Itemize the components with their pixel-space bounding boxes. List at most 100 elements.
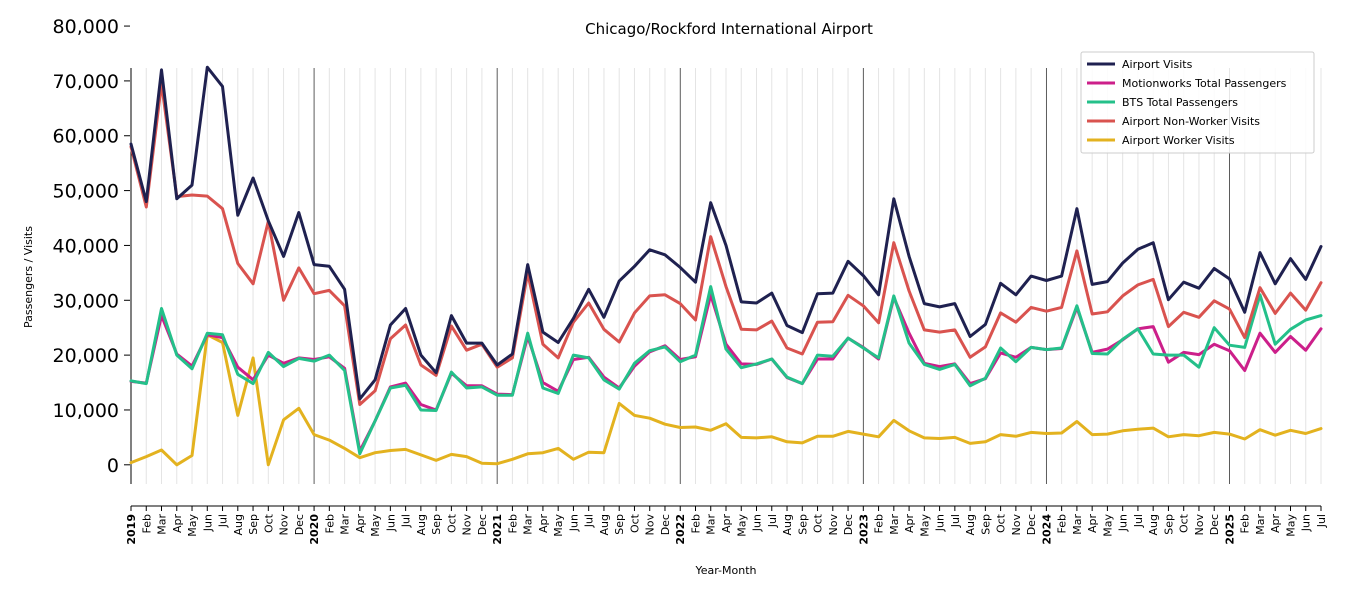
x-tick-label: Feb xyxy=(689,514,702,533)
x-tick-label-year: 2023 xyxy=(857,514,870,545)
x-tick-label: Oct xyxy=(445,513,458,533)
x-tick-label: Apr xyxy=(354,514,367,534)
legend-label-non-worker: Airport Non-Worker Visits xyxy=(1122,115,1260,128)
legend: Airport Visits Motionworks Total Passeng… xyxy=(1080,51,1315,154)
series-line-bts-total-passengers xyxy=(129,285,1323,456)
x-tick-label: Jul xyxy=(583,514,596,528)
x-tick-label-year: 2024 xyxy=(1040,514,1053,545)
y-tick-label: 10,000 xyxy=(53,400,119,422)
x-tick-label: Dec xyxy=(842,514,855,535)
x-tick-label: Dec xyxy=(293,514,306,535)
x-tick-label: Aug xyxy=(781,514,794,535)
x-tick-label-year: 2021 xyxy=(491,514,504,545)
x-tick-label: Apr xyxy=(537,514,550,534)
x-tick-label: Oct xyxy=(628,513,641,533)
x-tick-label: Jul xyxy=(949,514,962,528)
x-tick-label: Feb xyxy=(506,514,519,533)
y-tick-label: 40,000 xyxy=(53,235,119,257)
x-tick-label: Mar xyxy=(522,514,535,535)
x-tick-label: Mar xyxy=(888,514,901,535)
x-tick-label: May xyxy=(918,514,931,537)
x-tick-label: Jun xyxy=(384,514,397,532)
x-tick-label: Oct xyxy=(262,513,275,533)
y-tick-label: 0 xyxy=(107,455,119,477)
x-tick-label: Feb xyxy=(140,514,153,533)
legend-label-worker: Airport Worker Visits xyxy=(1122,134,1235,147)
x-tick-label: Apr xyxy=(903,514,916,534)
x-tick-label: Aug xyxy=(415,514,428,535)
x-tick-label: Sep xyxy=(979,514,992,535)
x-tick-label: Jul xyxy=(766,514,779,528)
x-tick-label: Oct xyxy=(1178,513,1191,533)
x-tick-label: Jun xyxy=(751,514,764,532)
x-tick-label: Dec xyxy=(476,514,489,535)
x-tick-label: Nov xyxy=(461,514,474,536)
x-tick-label-year: 2022 xyxy=(674,514,687,545)
x-tick-label: Jun xyxy=(1300,514,1313,532)
x-tick-label: Jul xyxy=(400,514,413,528)
x-tick-label: Jul xyxy=(1132,514,1145,528)
x-tick-label: Nov xyxy=(278,514,291,536)
x-axis-label: Year-Month xyxy=(694,564,756,577)
x-tick-label: Dec xyxy=(1208,514,1221,535)
x-tick-label: Sep xyxy=(430,514,443,535)
x-tick-label-year: 2025 xyxy=(1223,514,1236,545)
legend-label-motionworks: Motionworks Total Passengers xyxy=(1122,77,1287,90)
x-tick-label: Feb xyxy=(1056,514,1069,533)
x-tick-label: Mar xyxy=(705,514,718,535)
x-tick-label: Oct xyxy=(812,513,825,533)
x-tick-label: Apr xyxy=(1269,514,1282,534)
y-tick-label: 50,000 xyxy=(53,181,119,203)
x-tick-label: Mar xyxy=(339,514,352,535)
x-tick-label: Sep xyxy=(796,514,809,535)
x-tick-label: Feb xyxy=(873,514,886,533)
x-tick-label: Sep xyxy=(1162,514,1175,535)
x-tick-label: Jun xyxy=(934,514,947,532)
x-axis: Year-Month 2019 Feb Mar Apr May Jun Jul Aug Sep O… xyxy=(125,505,1328,577)
x-tick-label-year: 2020 xyxy=(308,514,321,545)
x-tick-label: Apr xyxy=(720,514,733,534)
x-tick-label: Nov xyxy=(1193,514,1206,536)
x-tick-label: May xyxy=(186,514,199,537)
x-tick-label: Sep xyxy=(613,514,626,535)
x-tick-label: Oct xyxy=(995,513,1008,533)
y-tick-label: 70,000 xyxy=(53,71,119,93)
series-lines xyxy=(129,65,1323,467)
y-tick-label: 60,000 xyxy=(53,126,119,148)
y-tick-label: 80,000 xyxy=(53,16,119,38)
x-tick-label: Nov xyxy=(1010,514,1023,536)
x-tick-label: Feb xyxy=(1239,514,1252,533)
x-tick-label: May xyxy=(552,514,565,537)
x-tick-label: Sep xyxy=(247,514,260,535)
x-tick-label: Aug xyxy=(1147,514,1160,535)
legend-label-bts: BTS Total Passengers xyxy=(1122,96,1238,109)
x-tick-label: Feb xyxy=(323,514,336,533)
grid xyxy=(130,68,1322,484)
x-tick-label: Jul xyxy=(217,514,230,528)
x-tick-label: Apr xyxy=(1086,514,1099,534)
y-axis: Passengers / Visits 0 10,000 20,000 30,000 4… xyxy=(22,16,132,484)
x-tick-label: Dec xyxy=(659,514,672,535)
x-tick-label: Mar xyxy=(1071,514,1084,535)
x-tick-label: Jun xyxy=(1117,514,1130,532)
x-tick-label: Mar xyxy=(1254,514,1267,535)
x-tick-label: Jun xyxy=(201,514,214,532)
chart-title: Chicago/Rockford International Airport xyxy=(585,20,873,38)
x-tick-label: Mar xyxy=(156,514,169,535)
x-tick-label: May xyxy=(369,514,382,537)
series-line-airport-non-worker-visits xyxy=(129,82,1323,406)
y-tick-label: 20,000 xyxy=(53,345,119,367)
x-tick-label-year: 2019 xyxy=(125,514,138,545)
x-tick-label: May xyxy=(1284,514,1297,537)
x-tick-label: Jul xyxy=(1315,514,1328,528)
x-tick-label: Aug xyxy=(598,514,611,535)
x-tick-label: May xyxy=(735,514,748,537)
series-line-airport-worker-visits xyxy=(129,333,1323,467)
x-tick-label: Dec xyxy=(1025,514,1038,535)
legend-frame xyxy=(1080,51,1315,154)
x-tick-label: Aug xyxy=(964,514,977,535)
x-tick-label: May xyxy=(1101,514,1114,537)
y-axis-label: Passengers / Visits xyxy=(22,226,35,328)
legend-label-airport-visits: Airport Visits xyxy=(1122,58,1193,71)
